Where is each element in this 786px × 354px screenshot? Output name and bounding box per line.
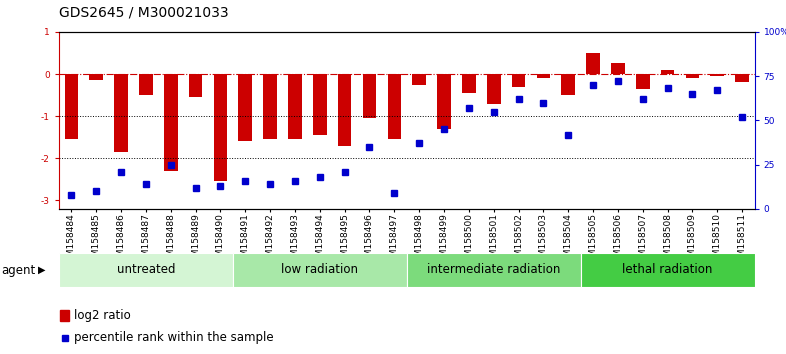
Bar (736, 74, 749, 82)
Bar (313, 74, 327, 135)
Bar (214, 74, 227, 182)
Bar (90, 74, 103, 80)
Bar (189, 74, 203, 97)
Text: untreated: untreated (116, 263, 175, 276)
Bar (59, 253, 233, 287)
Bar (512, 74, 525, 87)
Bar (61, 309, 69, 321)
Bar (362, 74, 376, 118)
Text: intermediate radiation: intermediate radiation (427, 263, 560, 276)
Text: percentile rank within the sample: percentile rank within the sample (74, 331, 274, 344)
Bar (661, 70, 674, 74)
Bar (233, 253, 407, 287)
Bar (387, 74, 401, 139)
Text: ▶: ▶ (38, 265, 46, 275)
Bar (413, 74, 426, 85)
Bar (586, 53, 600, 74)
Bar (164, 74, 178, 171)
Bar (263, 74, 277, 139)
Bar (581, 253, 755, 287)
Bar (288, 74, 302, 139)
Bar (636, 74, 649, 89)
Bar (487, 74, 501, 103)
Bar (139, 74, 152, 95)
Text: lethal radiation: lethal radiation (623, 263, 713, 276)
Bar (114, 74, 128, 152)
Bar (611, 63, 625, 74)
Bar (437, 74, 451, 129)
Bar (64, 74, 78, 139)
Bar (238, 74, 252, 142)
Bar (338, 74, 351, 145)
Bar (685, 74, 700, 78)
Text: GDS2645 / M300021033: GDS2645 / M300021033 (59, 5, 229, 19)
Text: log2 ratio: log2 ratio (74, 309, 131, 322)
Bar (561, 74, 575, 95)
Text: low radiation: low radiation (281, 263, 358, 276)
Bar (537, 74, 550, 78)
Bar (462, 74, 476, 93)
Bar (711, 74, 724, 76)
Bar (407, 253, 581, 287)
Text: agent: agent (2, 264, 36, 276)
